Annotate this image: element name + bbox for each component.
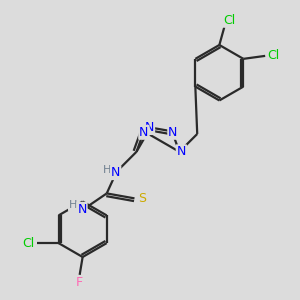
Text: N: N <box>77 203 87 216</box>
Text: Cl: Cl <box>223 14 236 27</box>
Text: H: H <box>69 200 77 210</box>
Text: N: N <box>111 166 120 179</box>
Text: Cl: Cl <box>22 237 34 250</box>
Text: Cl: Cl <box>267 50 279 62</box>
Text: F: F <box>76 276 83 289</box>
Text: S: S <box>138 192 146 205</box>
Text: N: N <box>168 126 178 139</box>
Text: N: N <box>145 121 154 134</box>
Text: N: N <box>177 145 186 158</box>
Text: N: N <box>139 126 148 139</box>
Text: H: H <box>103 165 111 175</box>
